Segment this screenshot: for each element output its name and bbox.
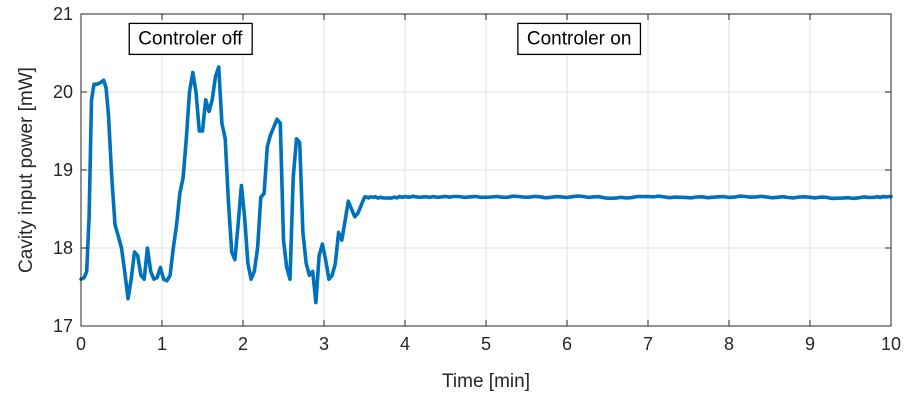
series-line-0 <box>79 65 893 305</box>
x-tick-labels: 0 1 2 3 4 5 6 7 8 9 10 <box>76 334 901 354</box>
x-tick-label: 0 <box>76 334 86 354</box>
x-tick-label: 4 <box>400 334 410 354</box>
y-tick-labels: 17 18 19 20 21 <box>53 4 73 336</box>
annotation-frame <box>128 22 253 56</box>
x-tick-label: 2 <box>238 334 248 354</box>
y-tick-label: 17 <box>53 316 73 336</box>
x-tick-label: 6 <box>562 334 572 354</box>
y-tick-label: 20 <box>53 82 73 102</box>
x-tick-label: 5 <box>481 334 491 354</box>
annotation-box-0: Controler off <box>128 22 253 56</box>
y-tick-label: 18 <box>53 238 73 258</box>
grid-lines <box>80 13 892 327</box>
tick-marks <box>80 13 892 327</box>
x-tick-label: 10 <box>881 334 901 354</box>
x-tick-label: 8 <box>724 334 734 354</box>
y-axis-label: Cavity input power [mW] <box>16 67 37 273</box>
annotations: Controler off Controler on <box>128 22 642 56</box>
annotation-box-1: Controler on <box>517 22 642 56</box>
annotation-frame <box>517 22 642 56</box>
x-tick-label: 1 <box>157 334 167 354</box>
x-tick-label: 7 <box>643 334 653 354</box>
x-axis-label: Time [min] <box>442 371 530 392</box>
series-layer <box>79 65 893 305</box>
x-tick-label: 3 <box>319 334 329 354</box>
y-tick-label: 19 <box>53 160 73 180</box>
annotation-text: Controler off <box>138 28 243 49</box>
annotation-text: Controler on <box>527 28 632 49</box>
y-tick-label: 21 <box>53 4 73 24</box>
x-tick-label: 9 <box>805 334 815 354</box>
